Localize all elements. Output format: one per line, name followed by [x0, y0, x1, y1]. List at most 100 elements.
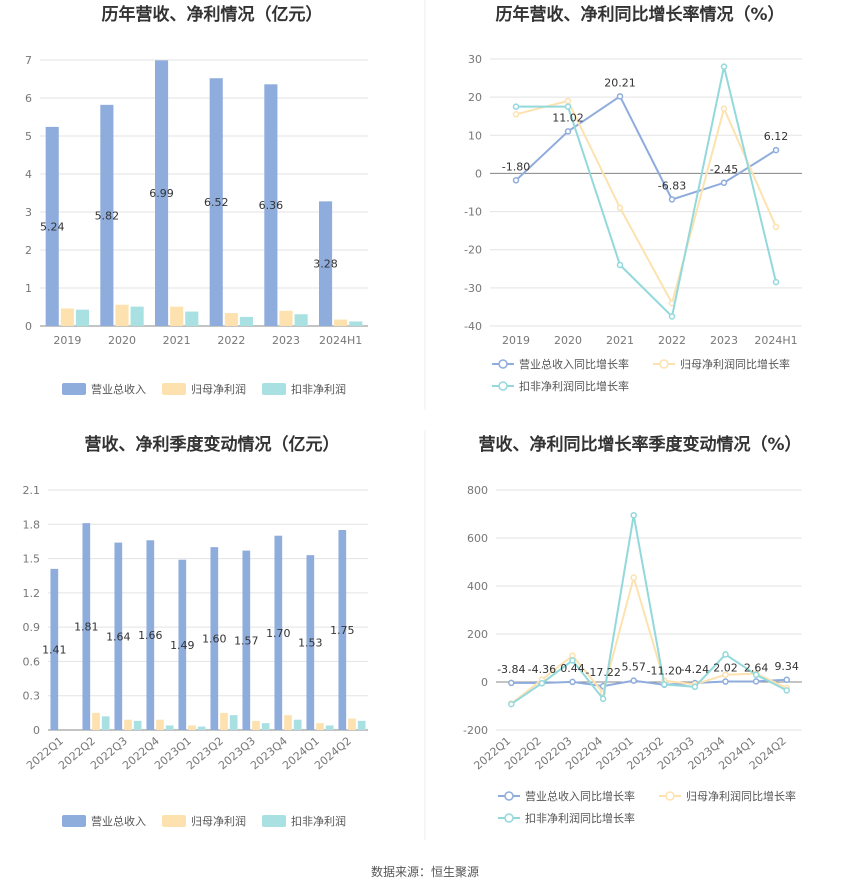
bar-revenue	[209, 78, 223, 327]
quarterly-growth-rate-line-chart: 营收、净利同比增长率季度变动情况（%） -2000200400600800202…	[463, 434, 802, 825]
legend-marker	[504, 791, 514, 801]
data-point	[722, 671, 729, 679]
bar-revenue	[242, 550, 251, 730]
chart-title: 营收、净利季度变动情况（亿元）	[85, 434, 340, 455]
bar-net-profit	[279, 310, 293, 326]
bar-deducted-net-profit	[349, 321, 363, 326]
legend-marker	[665, 791, 675, 801]
data-point	[512, 177, 520, 184]
y-tick-label: 2	[25, 244, 32, 257]
data-point	[599, 695, 607, 703]
y-tick-label: 1	[25, 282, 32, 295]
data-label: 1.66	[138, 629, 163, 642]
series-line-deducted-growth	[516, 66, 777, 319]
bar-revenue	[210, 547, 219, 730]
y-tick-label: 0.9	[23, 621, 41, 634]
annual-revenue-profit-bar-chart: 历年营收、净利情况（亿元） 0 1 2 3 4 5 6 7 2019 2020 2021 2022 20…	[25, 4, 368, 396]
y-tick-label: 0.3	[23, 690, 41, 703]
data-point	[564, 103, 572, 110]
y-tick-label: 800	[467, 484, 488, 497]
data-label: 6.99	[149, 187, 174, 200]
series-line-net-profit-growth	[510, 573, 788, 705]
bar-net-profit	[252, 720, 260, 730]
bar-revenue	[178, 559, 187, 730]
x-tick-label: 2020	[108, 334, 136, 347]
chart-title: 历年营收、净利同比增长率情况（%）	[495, 4, 784, 25]
y-tick-label: 1.5	[23, 553, 41, 566]
data-label: 1.70	[266, 627, 291, 640]
data-label: -4.24	[681, 663, 709, 676]
bar-revenue	[82, 523, 91, 730]
y-tick-label: 400	[467, 580, 488, 593]
data-point	[752, 678, 760, 685]
y-tick-label: -40	[464, 320, 482, 333]
data-point	[630, 677, 637, 684]
legend-swatch	[62, 383, 86, 395]
data-point	[783, 687, 790, 694]
x-tick-label: 2022	[658, 334, 686, 347]
data-point	[720, 105, 728, 112]
bar-revenue	[114, 542, 123, 730]
bar-net-profit	[284, 715, 292, 730]
legend-swatch	[162, 383, 186, 395]
y-tick-label: 30	[468, 53, 482, 66]
data-point	[661, 681, 668, 688]
data-label: 1.81	[74, 621, 99, 634]
x-tick-label: 2023	[272, 334, 300, 347]
bar-deducted-net-profit	[101, 716, 110, 730]
data-label: 0.44	[560, 662, 585, 675]
data-point	[512, 111, 520, 118]
bar-deducted-net-profit	[130, 306, 144, 326]
bar-deducted-net-profit	[357, 720, 366, 730]
data-point	[720, 63, 728, 70]
data-label: 20.21	[604, 76, 636, 89]
quarterly-revenue-profit-bar-chart: 营收、净利季度变动情况（亿元） 0 0.3 0.6 0.9 1.2 1.5 1.8 2.1 20…	[23, 434, 368, 828]
y-tick-label: 10	[468, 129, 482, 142]
data-point	[668, 313, 676, 320]
data-point	[722, 651, 729, 658]
bar-deducted-net-profit	[261, 723, 270, 730]
x-tick-label: 2019	[53, 334, 81, 347]
bar-net-profit	[188, 725, 196, 730]
data-point	[512, 103, 520, 110]
y-tick-label: -10	[464, 206, 482, 219]
bar-deducted-net-profit	[293, 719, 302, 730]
data-point	[772, 146, 780, 154]
legend-label: 归母净利润	[191, 814, 246, 828]
data-point	[720, 179, 728, 187]
data-point	[616, 93, 624, 100]
bar-net-profit	[220, 712, 228, 730]
data-label: -3.84	[497, 663, 525, 676]
x-tick-label: 2019	[502, 334, 530, 347]
x-tick-label: 2022	[217, 334, 245, 347]
y-tick-label: 0.6	[23, 655, 41, 668]
data-label: 5.24	[40, 220, 65, 233]
data-label: 3.28	[313, 258, 338, 271]
bar-net-profit	[92, 712, 100, 730]
data-label: 2.02	[713, 662, 738, 675]
annual-growth-rate-line-chart: 历年营收、净利同比增长率情况（%） -40 -30 -20 -10 0 10 20 30 201…	[464, 4, 802, 393]
series-line-revenue-growth	[515, 94, 777, 201]
chart-title: 历年营收、净利情况（亿元）	[102, 4, 323, 25]
y-tick-label: 0	[481, 676, 488, 689]
legend-label: 归母净利润同比增长率	[686, 789, 796, 803]
y-tick-label: 2.1	[23, 484, 41, 497]
y-tick-label: 20	[468, 91, 482, 104]
bar-deducted-net-profit	[185, 311, 199, 326]
legend-label: 扣非净利润	[291, 382, 346, 396]
y-tick-label: 6	[25, 92, 32, 105]
bar-deducted-net-profit	[75, 309, 90, 326]
data-label: 5.57	[621, 661, 646, 674]
data-source-footer: 数据来源：恒生聚源	[371, 864, 479, 879]
data-label: 9.34	[774, 660, 799, 673]
legend-label: 扣非净利润同比增长率	[519, 379, 629, 393]
bar-revenue	[338, 530, 347, 730]
legend-swatch	[262, 383, 286, 395]
data-label: 1.41	[42, 643, 67, 656]
bar-net-profit	[224, 313, 238, 326]
y-tick-label: -30	[464, 282, 482, 295]
data-point	[508, 700, 515, 708]
series-line-revenue-growth	[511, 678, 787, 688]
y-tick-label: 1.2	[23, 587, 41, 600]
